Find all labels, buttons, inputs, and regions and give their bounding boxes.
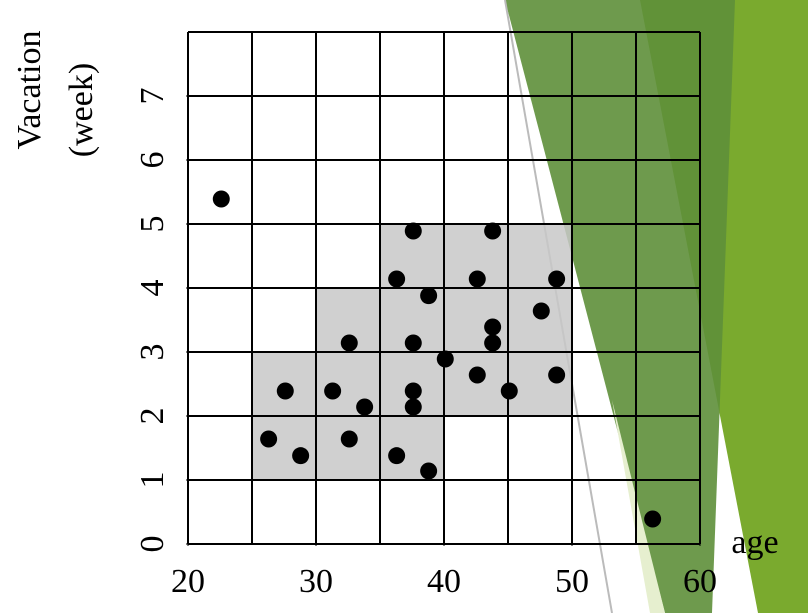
x-tick-label: 60 bbox=[683, 563, 717, 600]
data-point bbox=[469, 271, 486, 288]
data-point bbox=[292, 447, 309, 464]
data-point bbox=[388, 271, 405, 288]
shaded-cell bbox=[444, 224, 508, 416]
data-point bbox=[548, 367, 565, 384]
data-point bbox=[644, 511, 661, 528]
y-axis-label: Vacation bbox=[11, 31, 48, 150]
data-point bbox=[484, 335, 501, 352]
data-point bbox=[341, 431, 358, 448]
data-point bbox=[437, 351, 454, 368]
x-tick-label: 50 bbox=[555, 563, 589, 600]
y-axis-label: (week) bbox=[63, 63, 100, 157]
data-point bbox=[501, 383, 518, 400]
y-tick-label: 0 bbox=[134, 536, 171, 553]
data-point bbox=[405, 335, 422, 352]
x-tick-label: 40 bbox=[427, 563, 461, 600]
y-tick-label: 7 bbox=[134, 88, 171, 105]
data-point bbox=[341, 335, 358, 352]
data-point bbox=[548, 271, 565, 288]
data-point bbox=[324, 383, 341, 400]
x-tick-label: 30 bbox=[299, 563, 333, 600]
shaded-cell bbox=[316, 288, 380, 480]
x-axis-label: age bbox=[731, 524, 778, 561]
x-tick-label: 20 bbox=[171, 563, 205, 600]
y-tick-label: 1 bbox=[134, 472, 171, 489]
data-point bbox=[405, 223, 422, 240]
y-tick-label: 6 bbox=[134, 152, 171, 169]
data-point bbox=[533, 303, 550, 320]
data-point bbox=[469, 367, 486, 384]
data-point bbox=[484, 223, 501, 240]
data-point bbox=[213, 191, 230, 208]
shaded-cell bbox=[508, 224, 572, 416]
data-point bbox=[420, 287, 437, 304]
y-tick-label: 4 bbox=[134, 280, 171, 297]
data-point bbox=[277, 383, 294, 400]
data-point bbox=[388, 447, 405, 464]
data-point bbox=[356, 399, 373, 416]
y-tick-label: 3 bbox=[134, 344, 171, 361]
data-point bbox=[405, 399, 422, 416]
y-tick-label: 2 bbox=[134, 408, 171, 425]
data-point bbox=[260, 431, 277, 448]
y-tick-label: 5 bbox=[134, 216, 171, 233]
data-point bbox=[405, 383, 422, 400]
chart: 20 30 40 50 60 0 1 2 3 4 5 6 7 age Vacation (week) bbox=[0, 0, 808, 613]
data-point bbox=[484, 319, 501, 336]
data-point bbox=[420, 463, 437, 480]
